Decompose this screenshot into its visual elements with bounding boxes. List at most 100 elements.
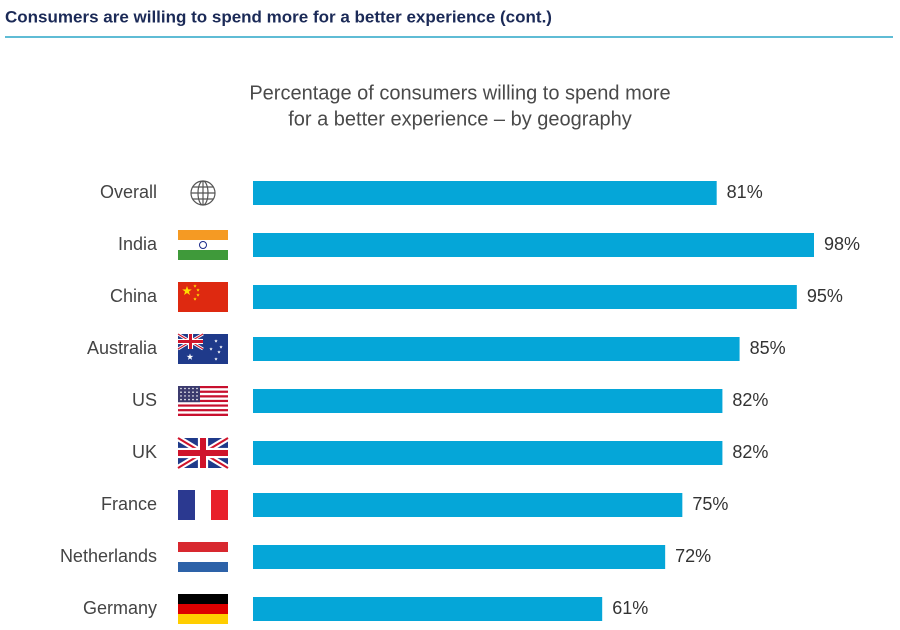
- flag-star: [188, 398, 190, 401]
- flag-part: [178, 404, 228, 407]
- flag-icon: [190, 180, 216, 206]
- y-tick-label: India: [118, 234, 158, 254]
- flag-star: [219, 345, 223, 349]
- flag-star: [188, 391, 190, 394]
- flag-part: [178, 399, 228, 403]
- y-tick-label: Overall: [100, 182, 157, 202]
- flag-part: [178, 386, 228, 389]
- flag-part: [178, 409, 228, 412]
- flag-star: [180, 387, 182, 390]
- flag-star: [214, 357, 218, 361]
- flag-icon: [176, 435, 230, 471]
- flag-star: [188, 395, 190, 397]
- bar: [253, 493, 683, 517]
- flag-star: [180, 398, 182, 401]
- flag-star: [196, 293, 200, 297]
- flag-icon: [178, 542, 228, 572]
- flag-star: [180, 391, 182, 394]
- flag-part: [178, 250, 228, 260]
- flag-star: [196, 391, 198, 394]
- bar: [253, 597, 603, 621]
- bar: [253, 441, 723, 465]
- flag-part: [178, 614, 228, 624]
- flag-part: [178, 562, 228, 572]
- value-label: 61%: [612, 598, 648, 618]
- bar: [253, 389, 723, 413]
- value-label: 85%: [750, 338, 786, 358]
- flag-part: [199, 241, 207, 249]
- flag-star: [209, 347, 213, 351]
- y-tick-label: Australia: [87, 338, 158, 358]
- flag-star: [196, 288, 200, 292]
- flag-part: [178, 282, 228, 312]
- flag-part: [178, 230, 228, 240]
- flag-part: [178, 450, 228, 456]
- flag-star: [188, 387, 190, 390]
- flag-icon: [178, 490, 228, 520]
- bar: [253, 285, 797, 309]
- flag-part: [178, 413, 228, 416]
- flag-star: [184, 387, 186, 390]
- value-label: 95%: [807, 286, 843, 306]
- y-tick-label: US: [132, 390, 157, 410]
- flag-icon: [178, 282, 228, 312]
- value-label: 82%: [732, 390, 768, 410]
- flag-star: [217, 350, 221, 354]
- flag-star: [184, 398, 186, 401]
- flag-star: [193, 297, 197, 301]
- flag-star: [184, 395, 186, 397]
- bar: [253, 545, 666, 569]
- flag-star: [192, 387, 194, 390]
- flag-part: [195, 490, 211, 520]
- flag-star: [192, 398, 194, 401]
- flag-icon: [178, 386, 228, 416]
- flag-star: [184, 391, 186, 394]
- flag-part: [178, 542, 228, 552]
- flag-part: [178, 406, 228, 410]
- flag-part: [178, 340, 203, 343]
- flag-part: [178, 490, 195, 520]
- flag-part: [178, 395, 228, 398]
- flag-star: [182, 286, 192, 296]
- value-label: 98%: [824, 234, 860, 254]
- chart-title: for a better experience – by geography: [288, 108, 632, 130]
- flag-part: [178, 386, 200, 403]
- bar: [253, 233, 814, 257]
- value-label: 82%: [732, 442, 768, 462]
- flag-part: [178, 552, 228, 562]
- bar: [253, 337, 740, 361]
- value-label: 81%: [727, 182, 763, 202]
- flag-star: [193, 284, 197, 288]
- flag-star: [192, 391, 194, 394]
- flag-part: [178, 392, 228, 396]
- y-tick-label: UK: [132, 442, 157, 462]
- flag-star: [180, 395, 182, 397]
- flag-star: [196, 395, 198, 397]
- flag-part: [178, 388, 228, 391]
- flag-part: [178, 594, 228, 604]
- flag-icon: [178, 230, 228, 260]
- header-title: Consumers are willing to spend more for …: [5, 7, 552, 26]
- flag-part: [211, 490, 228, 520]
- flag-star: [196, 387, 198, 390]
- flag-part: [178, 411, 228, 414]
- y-tick-label: China: [110, 286, 158, 306]
- flag-part: [178, 604, 228, 614]
- value-label: 75%: [692, 494, 728, 514]
- flag-icon: [177, 332, 228, 364]
- flag-star: [196, 398, 198, 401]
- flag-part: [178, 402, 228, 405]
- y-tick-label: France: [101, 494, 157, 514]
- flag-icon: [178, 594, 228, 624]
- globe-icon: [191, 181, 215, 205]
- flag-part: [178, 397, 228, 400]
- bar: [253, 181, 717, 205]
- y-tick-label: Germany: [83, 598, 157, 618]
- value-label: 72%: [675, 546, 711, 566]
- flag-star: [192, 395, 194, 397]
- y-tick-label: Netherlands: [60, 546, 157, 566]
- chart-title: Percentage of consumers willing to spend…: [249, 82, 670, 104]
- flag-part: [178, 240, 228, 250]
- flag-star: [186, 353, 194, 360]
